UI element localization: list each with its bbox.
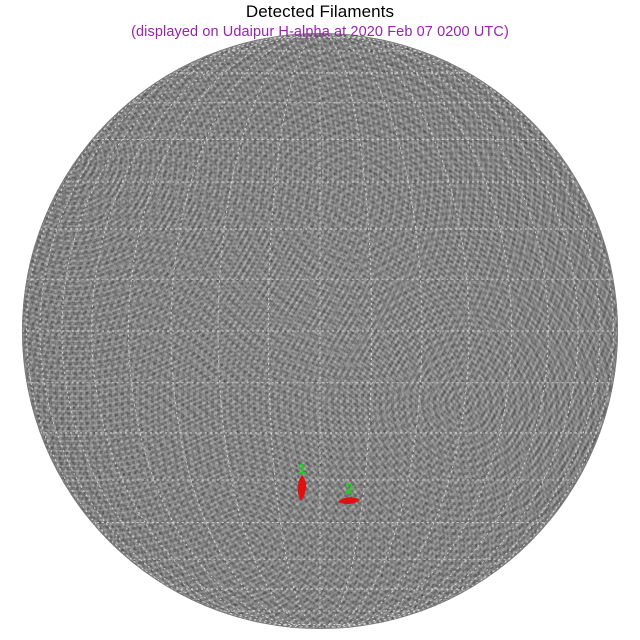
solar-limb-ring: [22, 33, 618, 629]
filament-label-1[interactable]: 1: [297, 460, 307, 478]
filament-label-2[interactable]: 2: [344, 480, 354, 498]
page-title: Detected Filaments: [245, 2, 395, 21]
solar-disk-image: [22, 33, 618, 629]
